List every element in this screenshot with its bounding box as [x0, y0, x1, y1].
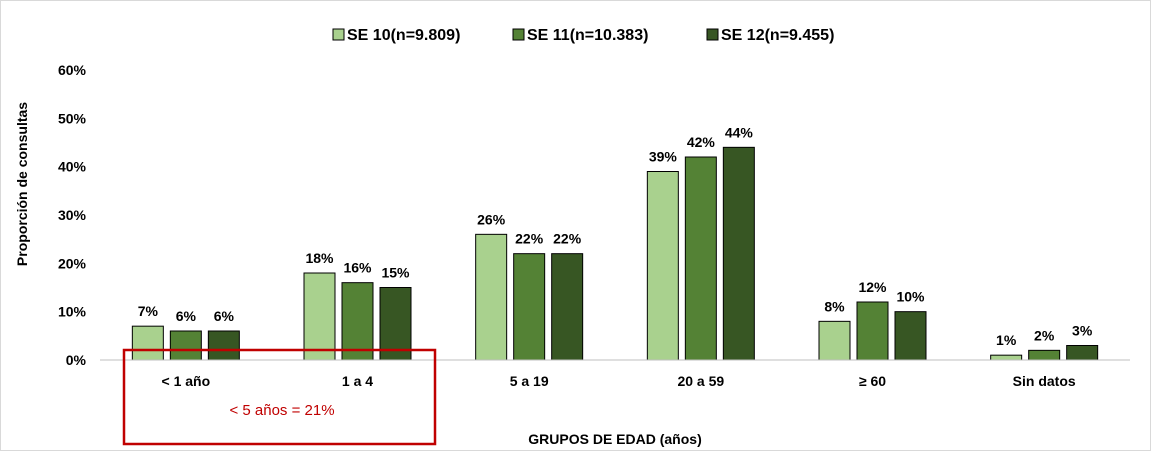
bar [475, 233, 508, 361]
data-label: 42% [687, 134, 716, 150]
data-label: 2% [1034, 327, 1055, 343]
y-axis: 0% 10% 20% 30% 40% 50% 60% [58, 62, 87, 368]
legend: SE 10(n=9.809) SE 11(n=10.383) SE 12(n=9.4… [332, 27, 834, 44]
bar [379, 287, 412, 361]
bar [1028, 349, 1061, 361]
bar [551, 253, 584, 361]
legend-swatch [332, 28, 345, 41]
y-tick-label: 0% [66, 352, 87, 368]
y-tick-label: 20% [58, 255, 87, 271]
y-tick-label: 50% [58, 110, 87, 126]
data-label: 6% [176, 308, 197, 324]
bar [513, 253, 546, 361]
bar [856, 301, 889, 361]
bar [722, 146, 755, 361]
data-labels: 7% 6% 6% 18% 16% 15% 26% 22% 22% 39% 42% 44% 8% 12% 10… [138, 124, 1093, 348]
data-label: 10% [896, 289, 925, 305]
legend-swatch [512, 28, 525, 41]
data-label: 39% [649, 149, 678, 165]
y-tick-label: 10% [58, 304, 87, 320]
legend-swatch [706, 28, 719, 41]
bar [646, 171, 679, 361]
data-label: 6% [214, 308, 235, 324]
x-tick-label: Sin datos [1013, 373, 1076, 389]
annotation-text: < 5 años = 21% [229, 402, 334, 419]
y-tick-label: 30% [58, 207, 87, 223]
x-tick-label: < 1 año [162, 373, 211, 389]
data-label: 44% [725, 124, 754, 140]
data-label: 12% [858, 279, 887, 295]
bar [303, 272, 336, 361]
data-label: 22% [553, 231, 582, 247]
bar [990, 354, 1023, 361]
bars [131, 146, 1099, 361]
legend-label: SE 10(n=9.809) [347, 27, 460, 44]
bar [684, 156, 717, 361]
legend-label: SE 12(n=9.455) [721, 27, 834, 44]
y-tick-label: 40% [58, 159, 87, 175]
y-tick-label: 60% [58, 62, 87, 78]
x-axis: < 1 año 1 a 4 5 a 19 20 a 59 ≥ 60 Sin datos [100, 359, 1130, 389]
data-label: 18% [305, 250, 334, 266]
bar [341, 282, 374, 361]
data-label: 1% [996, 332, 1017, 348]
bar [169, 330, 202, 361]
data-label: 15% [381, 265, 410, 281]
bar [818, 320, 851, 361]
data-label: 26% [477, 211, 506, 227]
data-label: 22% [515, 231, 544, 247]
y-axis-title: Proporción de consultas [14, 102, 30, 266]
x-tick-label: 5 a 19 [510, 373, 549, 389]
x-tick-label: 20 a 59 [677, 373, 724, 389]
data-label: 16% [343, 260, 372, 276]
x-tick-label: 1 a 4 [342, 373, 373, 389]
data-label: 7% [138, 303, 159, 319]
bar [207, 330, 240, 361]
annotation-box [122, 348, 437, 446]
bar [1066, 345, 1099, 361]
bar [894, 311, 927, 361]
data-label: 8% [824, 298, 845, 314]
x-tick-label: ≥ 60 [859, 373, 886, 389]
bar [131, 325, 164, 361]
legend-label: SE 11(n=10.383) [527, 27, 648, 44]
data-label: 3% [1072, 323, 1093, 339]
x-axis-title: GRUPOS DE EDAD (años) [528, 431, 701, 447]
